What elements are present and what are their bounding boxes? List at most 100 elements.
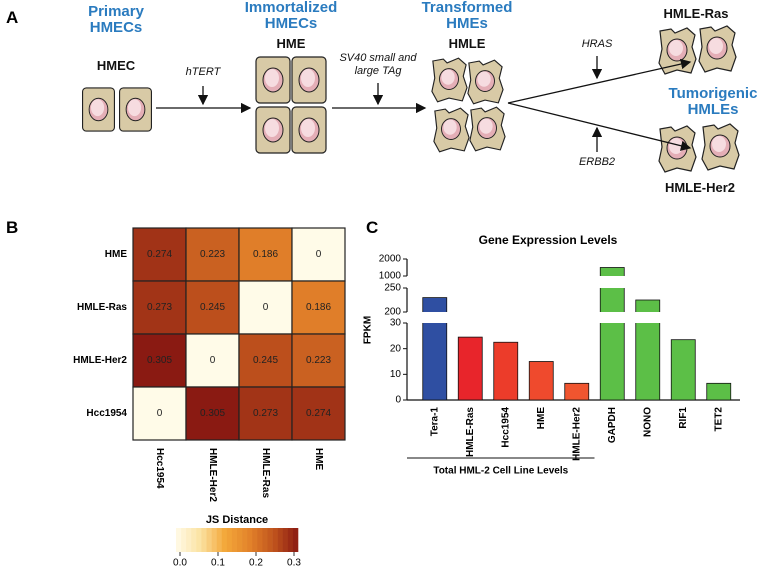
column-label: HMLE-Ras [260,448,271,498]
stage-title: Immortalized HMECs [244,0,338,32]
stage-title: Primary HMECs [88,3,144,36]
stage-label: HME [276,36,306,51]
cell-label: 0.223 [200,249,225,260]
heatmap-cell [132,386,187,441]
colorbar-tick-label: 0.2 [249,558,263,569]
row-label: HMLE-Ras [77,302,127,313]
colorbar-title: JS Distance [206,514,268,526]
colorbar-step [211,528,217,552]
colorbar-step [206,528,212,552]
x-tick-label: GAPDH [607,407,618,443]
heatmap-cell [238,280,293,335]
colorbar-tick-label: 0.0 [173,558,187,569]
cell-label: 0.223 [306,355,331,366]
cell-label: 0.273 [253,408,278,419]
bar [493,341,519,401]
bar [457,336,483,401]
cell-label: 0 [316,249,322,260]
colorbar-step [277,528,284,552]
heatmap-cell [291,280,346,335]
y-tick-label: 30 [390,318,402,329]
colorbar-step [216,528,223,552]
step-label: ERBB2 [578,156,616,168]
column-label: HMLE-Her2 [207,448,218,502]
arrows [156,56,692,152]
cells [81,25,740,173]
cell-label: 0.274 [306,408,331,419]
heatmap-cell [185,386,240,441]
colorbar-step [201,528,207,552]
colorbar-step [282,528,289,552]
stage-title: Transformed HMEs [421,0,513,32]
colorbar-step [292,528,299,552]
y-tick-label: 2000 [379,254,402,265]
colorbar-step [181,528,187,552]
x-tick-label: HME [536,407,547,430]
axis-break [599,312,626,323]
chart-title: Gene Expression Levels [479,233,618,247]
colorbar-step [221,528,228,552]
colorbar-step [186,528,192,552]
row-label: HME [105,249,128,260]
row-label: Hcc1954 [86,408,127,419]
colorbar-tick-label: 0.1 [211,558,225,569]
heatmap-cell [291,227,346,282]
colorbar-step [262,528,268,552]
cell-label: 0.274 [147,249,172,260]
colorbar-step [247,528,253,552]
heatmap-cell [132,227,187,282]
x-tick-label: HMLE-Ras [465,407,476,457]
stage-label: HMLE-Her2 [664,180,736,195]
y-tick-label: 0 [395,395,401,406]
colorbar-step [191,528,197,552]
axis-break [634,312,661,323]
column-label: HME [313,448,324,471]
heatmap-cell [291,386,346,441]
x-tick-label: Tera-1 [429,407,440,437]
cell-label: 0.305 [200,408,225,419]
stage-label: HMEC [96,58,136,73]
cell-label: 0 [210,355,216,366]
step-label: SV40 small and large TAg [339,52,417,77]
group-label: Total HML-2 Cell Line Levels [433,466,568,477]
step-label: hTERT [185,66,221,78]
stage-label: HMLE [448,36,486,51]
x-tick-label: RIF1 [678,407,689,429]
row-label: HMLE-Her2 [73,355,127,366]
cell-label: 0.245 [200,302,225,313]
group-title: Tumorigenic HMLEs [668,85,758,118]
axis-break [421,312,448,323]
x-tick-label: Hcc1954 [500,407,511,448]
x-tick-label: TET2 [713,407,724,432]
colorbar-step [231,528,238,552]
column-label: Hcc1954 [154,448,165,489]
y-tick-label: 250 [384,283,401,294]
bar [670,339,696,401]
colorbar-step [176,528,182,552]
panel-label: A [6,8,19,27]
y-tick-label: 10 [390,369,402,380]
y-tick-label: 200 [384,307,401,318]
bar [528,361,554,401]
y-tick-label: 20 [390,343,402,354]
heatmap-cell [238,333,293,388]
heatmap-cell [238,386,293,441]
colorbar-step [196,528,202,552]
y-tick-label: 1000 [379,271,402,282]
x-tick-label: NONO [642,407,653,437]
y-axis-label: FPKM [363,316,374,344]
stage-label: HMLE-Ras [663,6,729,21]
colorbar-step [272,528,278,552]
cell-label: 0.186 [306,302,331,313]
colorbar-step [237,528,243,552]
cell-label: 0.305 [147,355,172,366]
bar [706,382,732,401]
x-tick-label: HMLE-Her2 [571,407,582,461]
cell-label: 0 [157,408,163,419]
colorbar-step [267,528,273,552]
colorbar-step [242,528,248,552]
step-label: HRAS [581,38,613,50]
colorbar-tick-label: 0.3 [287,558,301,569]
